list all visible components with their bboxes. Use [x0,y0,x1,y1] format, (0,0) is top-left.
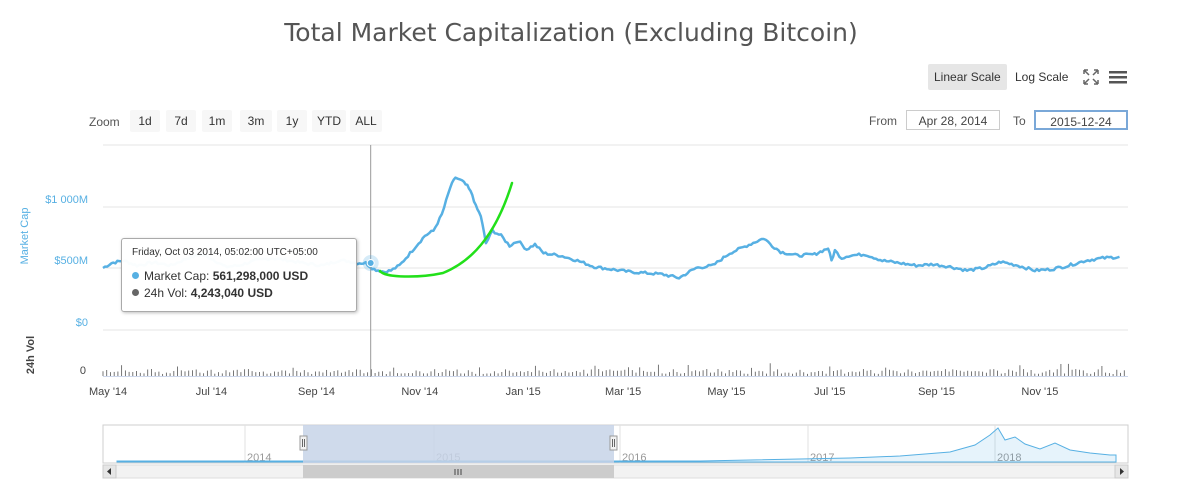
navigator: 20142015201620172018 [102,424,1129,479]
to-date-input[interactable]: 2015-12-24 [1034,110,1128,130]
x-tick-label: Sep '14 [298,386,335,398]
volume-dot-icon [132,289,139,296]
x-tick-label: Nov '14 [401,386,438,398]
menu-icon[interactable] [1108,68,1128,86]
to-label: To [1013,114,1026,128]
volume-axis-title: 24h Vol [25,336,37,374]
tooltip-date: Friday, Oct 03 2014, 05:02:00 UTC+05:00 [132,247,318,258]
y-tick-label: $0 [76,317,88,329]
zoom-ytd-button[interactable]: YTD [312,110,346,132]
highlight-annotation [378,181,514,278]
navigator-series [116,427,1117,463]
y-tick-label: $1 000M [45,194,88,206]
y-tick-label: $500M [54,255,88,267]
navigator-year-label: 2018 [997,452,1021,464]
zoom-1d-button[interactable]: 1d [130,110,160,132]
tooltip: Friday, Oct 03 2014, 05:02:00 UTC+05:00 … [121,238,357,312]
scrollbar-track[interactable] [102,464,1129,479]
scroll-left-arrow-icon [107,468,111,475]
from-date-input[interactable]: Apr 28, 2014 [906,110,1000,130]
linear-scale-button[interactable]: Linear Scale [928,64,1007,90]
zoom-1m-button[interactable]: 1m [202,110,232,132]
x-tick-label: Sep '15 [918,386,955,398]
navigator-year-label: 2017 [810,452,834,464]
y-axis-title: Market Cap [19,208,31,265]
volume-bars [102,363,1125,376]
tooltip-volume-value: 4,243,040 USD [190,286,273,300]
tooltip-market-cap-value: 561,298,000 USD [212,269,309,283]
chart-title: Total Market Capitalization (Excluding B… [284,18,858,47]
market-cap-dot-icon [132,272,139,279]
x-tick-label: Mar '15 [605,386,641,398]
fullscreen-icon[interactable] [1082,68,1100,86]
tooltip-volume-label: 24h Vol: [144,286,188,300]
scrollbar-grip-icon [454,469,462,475]
grid-lines [103,144,1128,377]
navigator-left-handle[interactable] [299,435,308,451]
from-label: From [869,114,897,128]
x-tick-label: May '14 [89,386,127,398]
navigator-selection[interactable] [303,425,614,463]
x-axis-labels: May '14 Jul '14 Sep '14 Nov '14 Jan '15 Mar '… [89,386,1058,398]
x-tick-label: Nov '15 [1021,386,1058,398]
x-tick-label: May '15 [707,386,745,398]
scroll-right-arrow-icon [1120,468,1124,475]
tooltip-market-cap-label: Market Cap: [144,269,210,283]
zoom-label: Zoom [89,115,120,129]
hover-point [366,259,375,268]
zoom-3m-button[interactable]: 3m [240,110,272,132]
tooltip-volume-row: 24h Vol: 4,243,040 USD [132,286,273,300]
zoom-7d-button[interactable]: 7d [166,110,196,132]
x-tick-label: Jan '15 [506,386,541,398]
x-tick-label: Jul '15 [814,386,845,398]
y-axis-labels: $0 $500M $1 000M 0 [45,194,88,377]
navigator-right-handle[interactable] [609,435,618,451]
zoom-all-button[interactable]: ALL [350,110,382,132]
zoom-1y-button[interactable]: 1y [277,110,307,132]
log-scale-button[interactable]: Log Scale [1015,70,1069,84]
x-tick-label: Jul '14 [196,386,227,398]
volume-tick-label: 0 [80,365,86,377]
tooltip-market-cap-row: Market Cap: 561,298,000 USD [132,269,308,283]
